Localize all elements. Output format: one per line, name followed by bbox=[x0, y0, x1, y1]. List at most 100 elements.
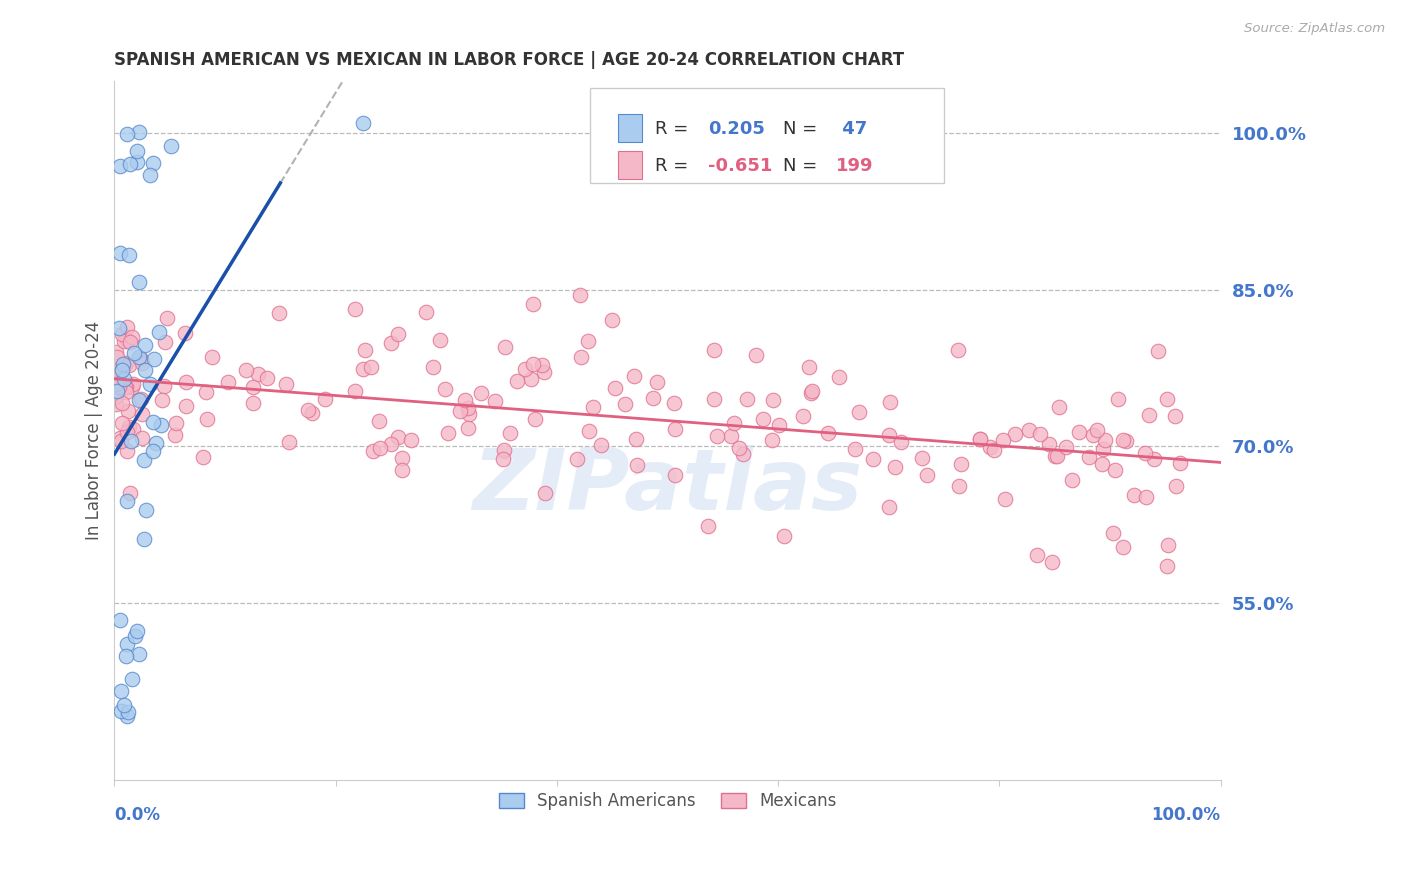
Point bbox=[159, 138, 181, 153]
Point bbox=[879, 394, 901, 409]
Point bbox=[124, 629, 146, 643]
Point bbox=[915, 467, 938, 482]
Point bbox=[602, 313, 624, 327]
Point bbox=[735, 392, 758, 406]
Point bbox=[703, 392, 725, 407]
Point bbox=[470, 385, 492, 400]
Point bbox=[111, 326, 134, 341]
Point bbox=[664, 422, 686, 436]
Point bbox=[1004, 427, 1026, 442]
Point bbox=[626, 458, 648, 472]
Point bbox=[112, 372, 135, 386]
Point bbox=[643, 391, 665, 405]
Point bbox=[391, 463, 413, 477]
Point bbox=[117, 333, 139, 347]
Point bbox=[662, 396, 685, 410]
Point bbox=[115, 127, 138, 141]
Point bbox=[969, 432, 991, 446]
Point bbox=[979, 440, 1001, 454]
Point bbox=[827, 370, 849, 384]
Text: -0.651: -0.651 bbox=[709, 157, 773, 175]
Point bbox=[883, 460, 905, 475]
Point bbox=[118, 486, 141, 500]
Point bbox=[122, 377, 145, 392]
Point bbox=[889, 434, 911, 449]
Point bbox=[115, 384, 138, 399]
Point bbox=[112, 380, 135, 394]
Point bbox=[165, 428, 187, 442]
Point bbox=[110, 416, 132, 430]
Point bbox=[530, 358, 553, 372]
Point bbox=[728, 441, 751, 455]
Point bbox=[484, 393, 506, 408]
Point bbox=[387, 429, 409, 443]
Point bbox=[1038, 436, 1060, 450]
Point bbox=[134, 337, 156, 351]
Point bbox=[582, 400, 605, 414]
Text: R =: R = bbox=[655, 157, 695, 175]
Point bbox=[110, 704, 132, 718]
Point bbox=[1085, 424, 1108, 438]
Point bbox=[1104, 463, 1126, 477]
Point bbox=[696, 519, 718, 533]
Bar bbox=[617, 113, 643, 142]
Point bbox=[361, 444, 384, 458]
Point bbox=[433, 382, 456, 396]
Point bbox=[110, 434, 132, 449]
Point bbox=[115, 425, 138, 439]
Point bbox=[533, 486, 555, 500]
Point bbox=[1123, 488, 1146, 502]
Point bbox=[533, 365, 555, 379]
Point bbox=[115, 648, 138, 663]
Point bbox=[301, 407, 323, 421]
Point bbox=[142, 156, 165, 170]
Point bbox=[269, 306, 291, 320]
Point bbox=[399, 434, 422, 448]
Point bbox=[993, 491, 1015, 506]
Point bbox=[513, 361, 536, 376]
Point bbox=[752, 411, 775, 425]
Point bbox=[664, 468, 686, 483]
Point bbox=[949, 457, 972, 471]
Point bbox=[506, 374, 529, 388]
Point bbox=[148, 325, 170, 339]
Text: SPANISH AMERICAN VS MEXICAN IN LABOR FORCE | AGE 20-24 CORRELATION CHART: SPANISH AMERICAN VS MEXICAN IN LABOR FOR… bbox=[114, 51, 904, 69]
Point bbox=[1157, 538, 1180, 552]
Point bbox=[578, 424, 600, 438]
Point bbox=[115, 380, 138, 394]
Point bbox=[111, 357, 134, 371]
Text: 0.205: 0.205 bbox=[709, 120, 765, 138]
Point bbox=[114, 380, 136, 394]
Point bbox=[723, 416, 745, 430]
Point bbox=[120, 434, 142, 449]
Point bbox=[111, 363, 134, 377]
Text: Source: ZipAtlas.com: Source: ZipAtlas.com bbox=[1244, 22, 1385, 36]
Point bbox=[772, 529, 794, 543]
Point bbox=[380, 336, 402, 351]
Point bbox=[118, 248, 141, 262]
Point bbox=[720, 428, 742, 442]
Point bbox=[128, 350, 150, 364]
Point bbox=[110, 683, 132, 698]
Legend: Spanish Americans, Mexicans: Spanish Americans, Mexicans bbox=[492, 786, 844, 817]
Point bbox=[115, 637, 138, 651]
Point bbox=[522, 358, 544, 372]
Point bbox=[948, 479, 970, 493]
Point bbox=[125, 624, 148, 638]
Point bbox=[983, 443, 1005, 458]
Point bbox=[134, 453, 156, 467]
Point bbox=[1047, 400, 1070, 414]
Point bbox=[108, 368, 131, 383]
Y-axis label: In Labor Force | Age 20-24: In Labor Force | Age 20-24 bbox=[86, 321, 103, 541]
Point bbox=[134, 533, 156, 547]
Point bbox=[844, 442, 866, 456]
Point bbox=[457, 421, 479, 435]
Point bbox=[174, 399, 197, 413]
Point bbox=[112, 698, 135, 712]
Point bbox=[118, 335, 141, 350]
Point bbox=[911, 451, 934, 466]
Point bbox=[1045, 449, 1067, 463]
Point bbox=[131, 408, 153, 422]
Point bbox=[797, 360, 820, 375]
Point bbox=[862, 452, 884, 467]
